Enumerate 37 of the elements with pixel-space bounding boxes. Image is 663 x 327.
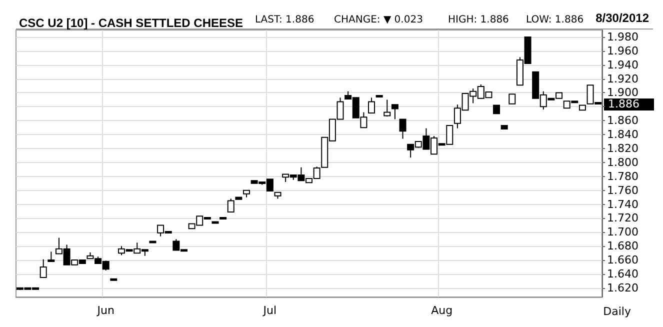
y-tick-label: 1.680 (607, 240, 638, 253)
candlestick (399, 118, 406, 140)
text: 8/30/2012 (596, 11, 650, 25)
y-tick-label: 1.860 (607, 114, 638, 128)
text: HIGH: 1.886 (448, 14, 509, 26)
text: Daily (603, 305, 632, 318)
candlestick (368, 97, 376, 114)
y-tick-label: 1.720 (607, 212, 638, 225)
y-tick-label: 1.820 (607, 142, 638, 156)
y-tick-label: 1.700 (607, 226, 638, 239)
chart-title: CSC U2 [10] - CASH SETTLED CHEESE (19, 16, 244, 30)
y-tick-label: 1.900 (607, 86, 638, 100)
text: LOW: 1.886 (526, 14, 584, 26)
x-tick-label: Jun (96, 304, 114, 317)
y-tick-label: 1.980 (607, 30, 638, 44)
candlestick (40, 258, 47, 278)
y-tick-label: 1.740 (607, 198, 638, 211)
candlestick (508, 94, 516, 104)
x-tick-label: Jul (262, 304, 277, 317)
y-tick-label: 1.920 (607, 72, 638, 86)
y-tick-label: 1.620 (607, 281, 638, 294)
candlestick (48, 251, 55, 262)
y-tick-label: 1.760 (607, 184, 638, 197)
candlestick (391, 104, 398, 120)
y-tick-label: 1.800 (607, 156, 638, 169)
y-tick-label: 1.960 (607, 44, 638, 58)
y-tick-label: 1.780 (607, 170, 638, 183)
text: 1.886 (608, 98, 640, 110)
candlestick (227, 198, 234, 212)
y-tick-label: 1.640 (607, 267, 638, 280)
text: LAST: 1.886 (255, 14, 314, 26)
x-tick-label: Aug (431, 304, 453, 317)
y-tick-label: 1.660 (607, 254, 638, 267)
y-tick-label: 1.940 (607, 58, 638, 72)
y-tick-label: 1.840 (607, 128, 638, 142)
candlestick (384, 99, 391, 117)
text: CHANGE: ▼ 0.023 (334, 14, 423, 26)
